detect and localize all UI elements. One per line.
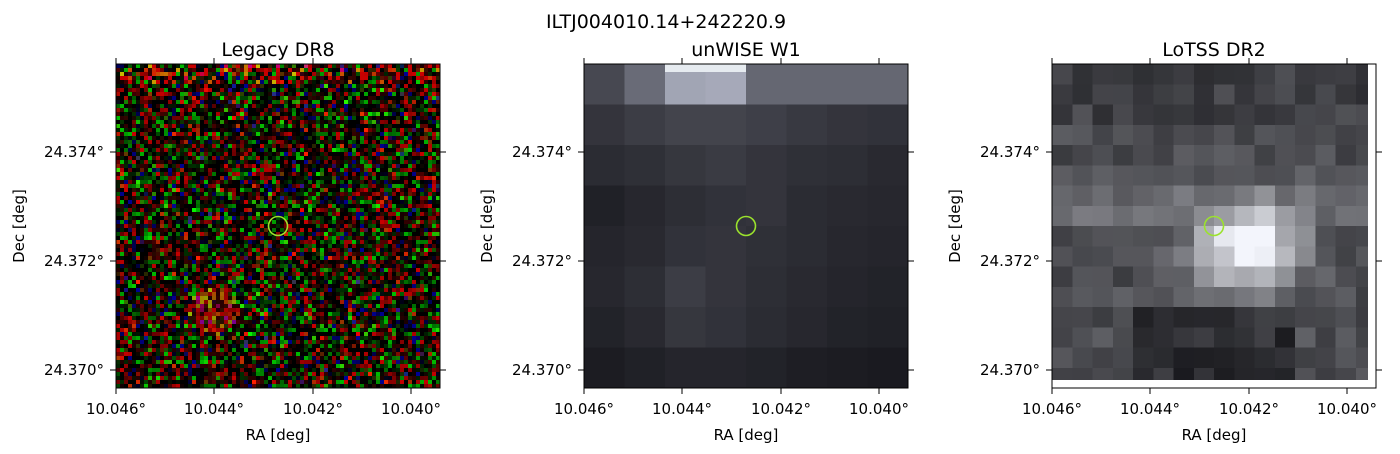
y-tick-label: 24.374° — [512, 143, 572, 161]
unwise-w1-image — [584, 64, 909, 389]
x-tick-label: 10.042° — [1219, 400, 1279, 418]
y-axis-label: Dec [deg] — [946, 189, 964, 263]
y-axis-label: Dec [deg] — [10, 189, 28, 263]
x-axis-label: RA [deg] — [1182, 426, 1247, 444]
x-tick-label: 10.042° — [283, 400, 343, 418]
y-tick-label: 24.370° — [512, 361, 572, 379]
panel-legacy-dr8: Legacy DR8 10.046° 10.044° 10.042° 10.04… — [10, 39, 446, 444]
axes-frame — [1051, 63, 1377, 389]
tick-marks — [1046, 58, 1382, 394]
x-tick-label: 10.044° — [1120, 400, 1180, 418]
source-marker — [1203, 215, 1225, 237]
x-tick-label: 10.042° — [751, 400, 811, 418]
x-axis-label: RA [deg] — [714, 426, 779, 444]
source-marker — [267, 215, 289, 237]
x-tick-label: 10.044° — [652, 400, 712, 418]
x-tick-label: 10.046° — [1022, 400, 1082, 418]
legacy-dr8-image — [116, 64, 441, 389]
tick-marks — [110, 58, 446, 394]
panel-title: unWISE W1 — [691, 39, 800, 61]
axes-frame — [583, 63, 909, 389]
panel-lotss-dr2: LoTSS DR2 10.046° 10.044° 10.042° 10.040… — [946, 39, 1382, 444]
x-axis-label: RA [deg] — [246, 426, 311, 444]
y-tick-label: 24.372° — [980, 252, 1040, 270]
y-tick-label: 24.372° — [44, 252, 104, 270]
x-tick-label: 10.046° — [86, 400, 146, 418]
y-tick-label: 24.372° — [512, 252, 572, 270]
source-marker — [735, 215, 757, 237]
x-tick-label: 10.040° — [381, 400, 441, 418]
y-tick-label: 24.374° — [980, 143, 1040, 161]
y-tick-label: 24.370° — [44, 361, 104, 379]
x-tick-label: 10.044° — [184, 400, 244, 418]
figure-title: ILTJ004010.14+242220.9 — [546, 11, 786, 33]
x-tick-label: 10.040° — [1317, 400, 1377, 418]
panel-unwise-w1: unWISE W1 10.046° 10.044° 10.042° 10.040… — [478, 39, 914, 444]
tick-marks — [578, 58, 914, 394]
y-tick-label: 24.370° — [980, 361, 1040, 379]
x-tick-label: 10.040° — [849, 400, 909, 418]
y-axis-label: Dec [deg] — [478, 189, 496, 263]
lotss-dr2-image — [1052, 64, 1377, 389]
axes-frame — [115, 63, 441, 389]
panel-title: LoTSS DR2 — [1162, 39, 1266, 61]
x-tick-label: 10.046° — [554, 400, 614, 418]
panel-title: Legacy DR8 — [221, 39, 334, 61]
y-tick-label: 24.374° — [44, 143, 104, 161]
